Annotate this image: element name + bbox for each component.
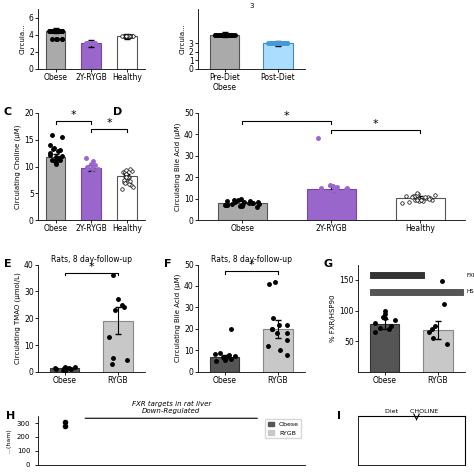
- Y-axis label: Circulating TMAO (μmol/L): Circulating TMAO (μmol/L): [15, 273, 21, 364]
- Text: *: *: [89, 262, 94, 272]
- Y-axis label: Circula...: Circula...: [20, 24, 26, 55]
- Title: Rats, 8 day-follow-up: Rats, 8 day-follow-up: [51, 255, 132, 264]
- Bar: [263, 43, 292, 69]
- Text: *: *: [373, 119, 378, 129]
- Text: I: I: [337, 411, 340, 421]
- Bar: [370, 324, 399, 372]
- Text: *: *: [106, 118, 112, 128]
- Title: Rats, 8 day-follow-up: Rats, 8 day-follow-up: [211, 255, 292, 264]
- Bar: [82, 168, 101, 220]
- Bar: [117, 176, 137, 220]
- Bar: [117, 36, 137, 69]
- Text: C: C: [4, 108, 12, 118]
- Text: F: F: [164, 259, 171, 269]
- Text: *: *: [71, 110, 76, 120]
- Y-axis label: Circulating Bile Acid (μM): Circulating Bile Acid (μM): [175, 122, 181, 211]
- Text: E: E: [4, 259, 11, 269]
- Bar: [263, 329, 292, 372]
- Text: 3: 3: [249, 3, 254, 9]
- Bar: [307, 189, 356, 220]
- Text: D: D: [113, 108, 122, 118]
- Legend: Obese, RYGB: Obese, RYGB: [265, 419, 301, 438]
- Text: *: *: [284, 110, 290, 120]
- Text: H: H: [6, 411, 15, 421]
- Bar: [103, 321, 133, 372]
- Title: FXR targets in rat liver
Down-Regulated: FXR targets in rat liver Down-Regulated: [132, 401, 211, 414]
- Bar: [210, 357, 239, 372]
- Bar: [396, 198, 445, 220]
- Bar: [46, 31, 65, 69]
- Y-axis label: ...(ham): ...(ham): [6, 428, 11, 453]
- Title: Diet      CHOLINE: Diet CHOLINE: [384, 410, 438, 414]
- Bar: [50, 368, 79, 372]
- Bar: [423, 330, 453, 372]
- Bar: [218, 203, 267, 220]
- Y-axis label: Circulating Bile Acid (μM): Circulating Bile Acid (μM): [175, 274, 181, 363]
- Text: *: *: [248, 260, 254, 270]
- Y-axis label: % FXR/HSP90: % FXR/HSP90: [330, 294, 337, 342]
- Y-axis label: Circulating Choline (μM): Circulating Choline (μM): [15, 124, 21, 209]
- Bar: [210, 35, 239, 69]
- Bar: [82, 43, 101, 69]
- Y-axis label: Circula...: Circula...: [180, 24, 186, 55]
- Text: G: G: [324, 259, 333, 269]
- Bar: [46, 157, 65, 220]
